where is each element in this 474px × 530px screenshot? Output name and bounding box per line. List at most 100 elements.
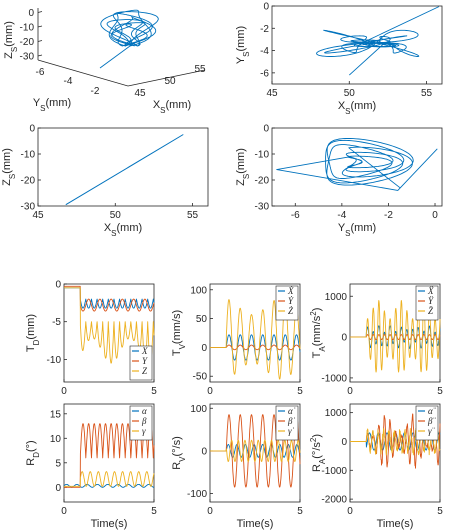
plot-frame xyxy=(63,403,155,503)
y-tick-label: -20 xyxy=(21,176,36,187)
plot-frame xyxy=(37,127,209,207)
z-tick-mark xyxy=(37,40,43,42)
z-tick-label: -30 xyxy=(20,52,35,63)
x-axis-label: Time(s) xyxy=(237,518,274,530)
y-axis-label: TD(mm) xyxy=(25,314,41,352)
series-2-line xyxy=(63,471,155,487)
legend-entry: β̈ xyxy=(427,416,436,426)
legend-entry: Z xyxy=(142,366,148,376)
x-tick-label: -2 xyxy=(384,210,393,221)
legend-entry: β̇ xyxy=(287,416,295,426)
x-axis-label: Time(s) xyxy=(91,518,128,530)
legend-entry: α xyxy=(142,406,147,416)
z-tick-mark xyxy=(37,54,43,57)
y-axis-label: RV(°/s) xyxy=(171,436,187,470)
chart-tv: 0 5 -50 0 50 100 TV(mm/s) ẊẎŻ xyxy=(171,283,303,397)
y-tick-label: -4 xyxy=(260,46,269,57)
y-tick-label: -10 xyxy=(255,150,270,161)
x-tick-label: 0 xyxy=(207,506,213,517)
plot-frame xyxy=(209,283,301,383)
y-tick-label: -30 xyxy=(21,202,36,213)
y-axis-label: TV(mm/s) xyxy=(171,310,187,356)
y-tick-label: -10 xyxy=(21,150,36,161)
plot-frame xyxy=(349,403,441,503)
y-tick-label: -2 xyxy=(260,24,269,35)
x-tick-label: 5 xyxy=(437,386,443,397)
legend-entry: γ xyxy=(142,426,146,436)
x-tick-label: 50 xyxy=(110,210,122,221)
series-0-line xyxy=(63,483,155,488)
y-axis-label: RD(°) xyxy=(25,440,41,465)
legend-entry: Ż xyxy=(288,306,294,316)
x-tick-label: -6 xyxy=(291,210,300,221)
x-tick-label: 5 xyxy=(297,506,303,517)
x-tick-label: 45 xyxy=(266,88,278,99)
chart-rd: 0 5 0 5 10 15 Time(s) RD(°) αβγ xyxy=(25,403,157,530)
legend-entry: Z̈ xyxy=(428,306,434,316)
y-axis-label: TA(mm/s2) xyxy=(309,308,327,359)
series-2-line xyxy=(209,439,301,462)
y-tick-label: -2 xyxy=(91,86,100,97)
plot-frame xyxy=(271,127,443,207)
z-tick-mark xyxy=(37,25,43,28)
y-tick-label: 0 xyxy=(263,124,269,135)
x-axis-label: Time(s) xyxy=(377,518,414,530)
y-tick-label: -6 xyxy=(36,67,45,78)
legend-entry: Ẋ xyxy=(287,286,294,296)
legend: XYZ xyxy=(129,345,153,381)
z-tick-label: -10 xyxy=(20,23,35,34)
x-tick-label: 5 xyxy=(297,386,303,397)
z-tick-label: 0 xyxy=(28,8,34,19)
y-axis-label: ZS(mm) xyxy=(1,148,17,186)
y-tick-label: -1000 xyxy=(321,466,347,477)
series-2-line xyxy=(349,427,441,456)
y-tick-label: 0 xyxy=(201,446,207,457)
legend: ẊẎŻ xyxy=(275,285,299,321)
x-tick-label: 45 xyxy=(32,210,44,221)
x-tick-label: 5 xyxy=(151,386,157,397)
legend: αβγ xyxy=(129,405,153,441)
x-tick-label: 55 xyxy=(421,88,433,99)
chart-td: 0 5 -10 -5 0 TD(mm) XYZ xyxy=(25,280,157,398)
x-axis-label: XS(mm) xyxy=(153,99,191,115)
x-tick-label: -4 xyxy=(337,210,346,221)
x-tick-label: 0 xyxy=(347,506,353,517)
legend-entry: α̈ xyxy=(428,406,437,416)
plot-frame xyxy=(209,403,301,503)
legend: α̈β̈γ̈ xyxy=(415,405,439,441)
z-tick-mark xyxy=(37,11,43,13)
x-tick-label: 45 xyxy=(134,88,146,99)
y-tick-label: 10 xyxy=(50,434,62,445)
legend-entry: Ẏ xyxy=(288,296,294,306)
y-tick-label: 15 xyxy=(50,409,62,420)
series-0-line xyxy=(65,134,184,206)
y-tick-label: -50 xyxy=(193,372,208,383)
y-tick-label: 0 xyxy=(29,124,35,135)
z-tick-label: -20 xyxy=(20,37,35,48)
axis-edge xyxy=(127,69,206,87)
chart-pxy: 45 50 55 -6 -4 -2 0 XS(mm) YS(mm) xyxy=(235,2,443,116)
y-tick-label: -4 xyxy=(64,76,73,87)
y-tick-label: 5 xyxy=(55,458,61,469)
legend-entry: α̇ xyxy=(288,406,296,416)
y-tick-label: 0 xyxy=(201,343,207,354)
y-tick-label: 1000 xyxy=(325,292,348,303)
x-axis-label: XS(mm) xyxy=(104,222,142,238)
legend-entry: γ̇ xyxy=(288,426,295,436)
x-tick-label: 0 xyxy=(347,386,353,397)
chart-p3d: -30 -20 -10 0 -6 -4 -2 45 50 55 ZS(mm) YS(mm) XS(mm) xyxy=(3,8,206,115)
y-axis-label: YS(mm) xyxy=(33,97,71,113)
y-tick-label: 0 xyxy=(263,2,269,13)
x-tick-label: 55 xyxy=(194,64,206,75)
y-tick-label: -5 xyxy=(52,317,61,328)
y-axis-label: ZS(mm) xyxy=(235,148,251,186)
series-0-line xyxy=(63,287,155,309)
series-0-line xyxy=(276,137,438,191)
chart-pxz: 45 50 55 -30 -20 -10 0 XS(mm) ZS(mm) xyxy=(1,124,209,238)
y-tick-label: 100 xyxy=(190,404,207,415)
y-axis-label: RA(°/s2) xyxy=(309,434,327,472)
x-tick-label: 50 xyxy=(164,76,176,87)
